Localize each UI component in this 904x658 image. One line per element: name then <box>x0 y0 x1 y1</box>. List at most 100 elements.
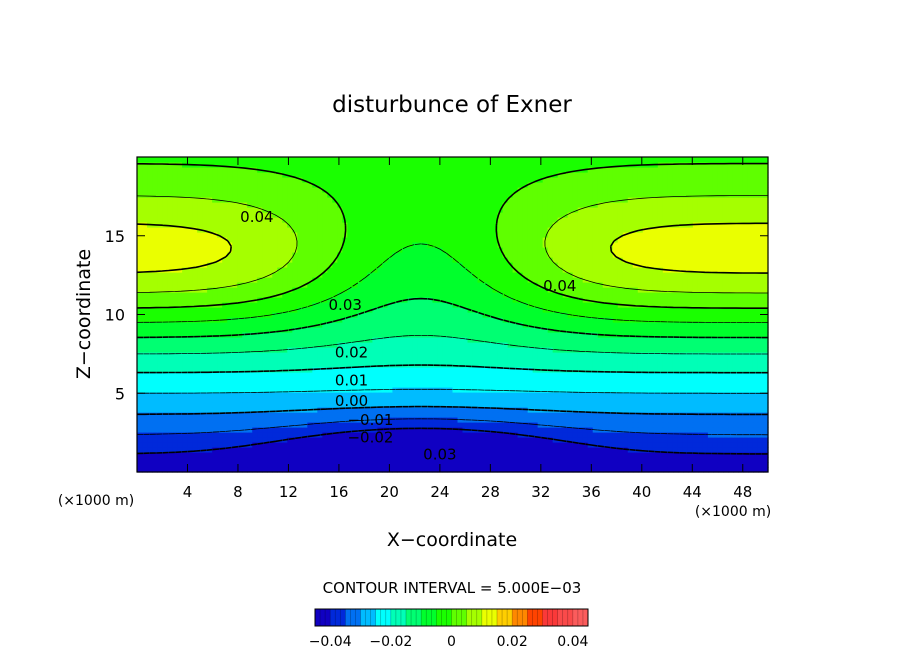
field-cell <box>752 442 759 448</box>
field-cell <box>597 447 604 453</box>
field-cell <box>332 327 338 333</box>
field-cell <box>177 452 183 458</box>
field-cell <box>642 277 649 283</box>
field-cell <box>397 437 404 443</box>
field-cell <box>162 432 168 438</box>
field-cell <box>532 332 539 338</box>
field-cell <box>717 462 724 468</box>
field-cell <box>142 442 148 448</box>
field-cell <box>607 422 614 428</box>
field-cell <box>477 347 484 353</box>
field-cell <box>632 367 639 373</box>
field-cell <box>707 467 714 473</box>
field-cell <box>222 352 228 358</box>
field-cell <box>227 397 233 403</box>
field-cell <box>532 272 539 278</box>
field-cell <box>147 327 153 333</box>
field-cell <box>717 302 724 308</box>
field-cell <box>492 422 499 428</box>
field-cell <box>562 442 569 448</box>
field-cell <box>637 377 644 383</box>
field-cell <box>317 357 323 363</box>
field-cell <box>702 452 709 458</box>
field-cell <box>542 322 549 328</box>
field-cell <box>252 307 258 313</box>
field-cell <box>427 442 434 448</box>
field-cell <box>317 342 323 348</box>
field-cell <box>602 317 609 323</box>
field-cell <box>487 342 494 348</box>
field-cell <box>302 387 308 393</box>
field-cell <box>237 402 243 408</box>
field-cell <box>632 382 639 388</box>
field-cell <box>187 462 193 468</box>
field-cell <box>252 332 258 338</box>
field-cell <box>197 407 203 413</box>
field-cell <box>482 382 489 388</box>
field-cell <box>432 427 439 433</box>
field-cell <box>762 297 769 303</box>
field-cell <box>752 297 759 303</box>
field-cell <box>632 297 639 303</box>
field-cell <box>312 297 318 303</box>
field-cell <box>517 447 524 453</box>
field-cell <box>452 442 459 448</box>
field-cell <box>357 312 363 318</box>
field-cell <box>277 437 283 443</box>
field-cell <box>312 322 318 328</box>
field-cell <box>347 412 353 418</box>
field-cell <box>487 277 494 283</box>
field-cell <box>372 457 378 463</box>
field-cell <box>527 337 534 343</box>
field-cell <box>322 302 328 308</box>
field-cell <box>712 337 719 343</box>
field-cell <box>432 467 439 473</box>
field-cell <box>577 447 584 453</box>
field-cell <box>737 347 744 353</box>
field-cell <box>377 437 383 443</box>
field-cell <box>612 412 619 418</box>
field-cell <box>182 272 188 278</box>
field-cell <box>622 407 629 413</box>
field-cell <box>432 387 439 393</box>
field-cell <box>727 402 734 408</box>
field-cell <box>652 367 659 373</box>
field-cell <box>512 327 519 333</box>
field-cell <box>527 317 534 323</box>
field-cell <box>642 317 649 323</box>
field-cell <box>242 277 248 283</box>
field-cell <box>372 442 378 448</box>
field-cell <box>232 447 238 453</box>
field-cell <box>262 377 268 383</box>
field-cell <box>562 412 569 418</box>
field-cell <box>722 337 729 343</box>
field-cell <box>387 392 394 398</box>
field-cell <box>427 457 434 463</box>
field-cell <box>372 422 378 428</box>
field-cell <box>682 452 689 458</box>
field-cell <box>212 337 218 343</box>
field-cell <box>632 377 639 383</box>
field-cell <box>667 407 674 413</box>
field-cell <box>677 337 684 343</box>
field-cell <box>637 392 644 398</box>
field-cell <box>452 287 459 293</box>
field-cell <box>622 422 629 428</box>
field-cell <box>462 307 469 313</box>
field-cell <box>292 417 298 423</box>
field-cell <box>192 347 198 353</box>
field-cell <box>642 307 649 313</box>
field-cell <box>637 402 644 408</box>
field-cell <box>447 417 454 423</box>
field-cell <box>272 382 278 388</box>
field-cell <box>377 452 383 458</box>
field-cell <box>357 392 363 398</box>
field-cell <box>362 317 368 323</box>
field-cell <box>292 312 298 318</box>
field-cell <box>232 362 238 368</box>
field-cell <box>257 377 263 383</box>
field-cell <box>467 272 474 278</box>
field-cell <box>687 352 694 358</box>
field-cell <box>277 332 283 338</box>
field-cell <box>257 347 263 353</box>
